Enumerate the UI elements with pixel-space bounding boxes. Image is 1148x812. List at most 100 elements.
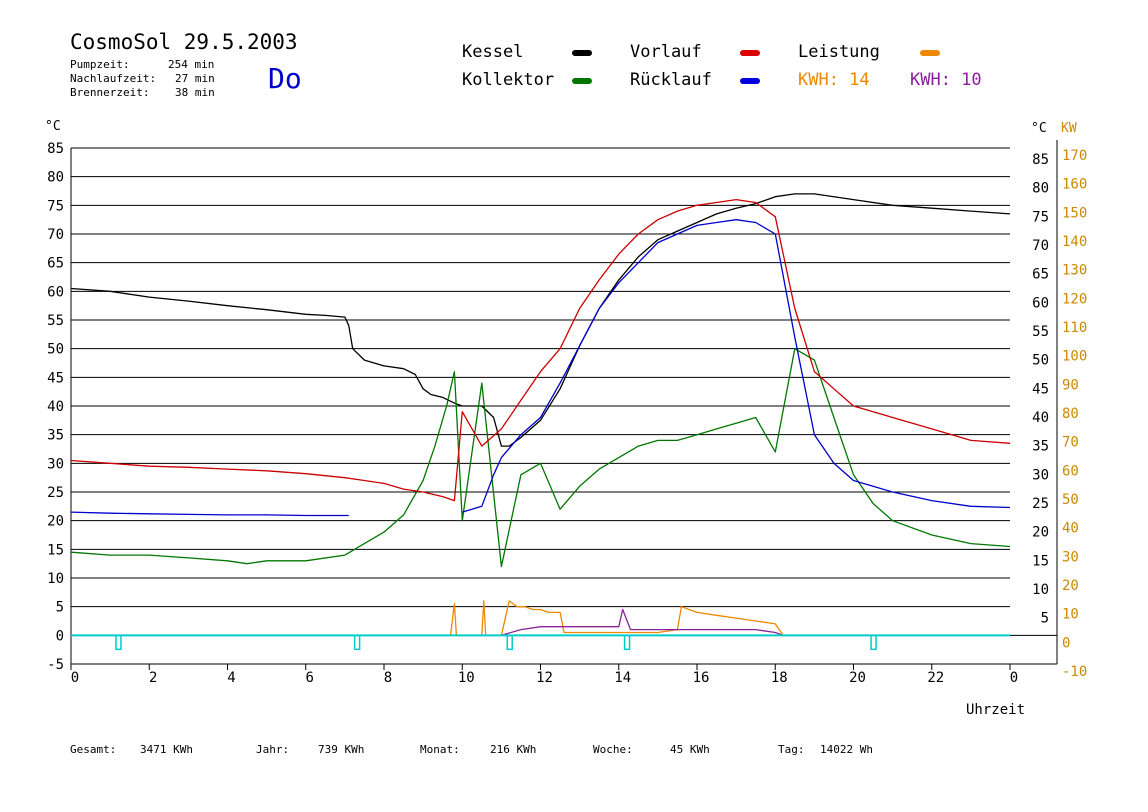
footer-monat-value: 216 KWh [490,743,537,756]
axes [70,140,1058,670]
kw-tick-label: 110 [1062,320,1087,336]
kw-tick-label: 60 [1062,463,1079,479]
legend-vorlauf-swatch [740,50,760,56]
legend-vorlauf-label: Vorlauf [630,42,702,62]
kw-tick-label: 70 [1062,435,1079,451]
brennerzeit-value: 38 min [175,86,215,99]
y-tick-label-right: 80 [1032,181,1049,197]
y-tick-label-right: 60 [1032,295,1049,311]
legend-leistung-label: Leistung [798,42,880,62]
x-tick-label: 22 [927,670,944,686]
kw-tick-label: 40 [1062,521,1079,537]
series-line-leistung [449,600,1010,636]
pump-mark [870,634,877,651]
brennerzeit-label: Brennerzeit: [70,86,150,99]
footer-gesamt-value: 3471 KWh [140,743,193,756]
y-unit-right: °C [1031,121,1047,136]
kw-tick-label: 100 [1062,349,1087,365]
x-tick-label: 0 [71,670,79,686]
kw-tick-label: 130 [1062,263,1087,279]
chart-title: CosmoSol 29.5.2003 [70,30,298,54]
x-axis-label: Uhrzeit [966,702,1026,718]
y-tick-label-left: 40 [47,399,64,415]
x-tick-label: 6 [306,670,314,686]
series-line-leistung2 [501,608,784,636]
series-line-kollektor [70,348,1011,568]
y-tick-label-left: 85 [47,141,64,157]
legend-ruecklauf-swatch [740,78,760,84]
y-tick-label-left: 10 [47,571,64,587]
kw-tick-label: 90 [1062,377,1079,393]
y-tick-label-left: 25 [47,485,64,501]
y-tick-label-right: 70 [1032,238,1049,254]
legend-kessel-swatch [572,50,592,56]
grid [71,147,1057,636]
footer-tag-label: Tag: [778,743,805,756]
y-tick-label-left: 70 [47,227,64,243]
y-tick-label-left: 50 [47,342,64,358]
y-tick-label-right: 55 [1032,324,1049,340]
y-tick-label-right: 25 [1032,496,1049,512]
x-tick-label: 14 [614,670,631,686]
nachlaufzeit-value: 27 min [175,72,215,85]
series-line-ruecklauf [462,219,1011,513]
y-tick-label-right: 40 [1032,410,1049,426]
y-tick-label-left: 65 [47,256,64,272]
kw-tick-label: 0 [1062,635,1070,651]
y-tick-label-right: 5 [1041,611,1049,627]
y-tick-label-right: 45 [1032,381,1049,397]
x-tick-label: 0 [1010,670,1018,686]
legend-ruecklauf-label: Rücklauf [630,70,712,90]
pumpzeit-value: 254 min [168,58,215,71]
series-line-ruecklauf [70,511,349,517]
y-tick-label-right: 75 [1032,209,1049,225]
y-tick-label-left: 60 [47,284,64,300]
x-tick-label: 20 [849,670,866,686]
y-tick-label-left: 75 [47,198,64,214]
x-tick-label: 4 [227,670,235,686]
y-tick-label-right: 10 [1032,582,1049,598]
legend-kwh-purple: KWH: 10 [910,70,982,90]
series-lines [70,193,1011,636]
kw-tick-label: 50 [1062,492,1079,508]
footer-tag-value: 14022 Wh [820,743,873,756]
y-tick-label-left: 55 [47,313,64,329]
kw-unit: KW [1061,121,1077,136]
y-tick-label-right: 65 [1032,267,1049,283]
pump-mark [506,634,513,651]
x-tick-label: 12 [536,670,553,686]
footer-woche-label: Woche: [593,743,633,756]
y-tick-label-left: 35 [47,428,64,444]
y-tick-label-right: 85 [1032,152,1049,168]
y-tick-label-left: 15 [47,542,64,558]
kw-tick-label: 10 [1062,607,1079,623]
footer-jahr-value: 739 KWh [318,743,365,756]
y-tick-label-left: 0 [56,628,64,644]
y-tick-label-right: 15 [1032,553,1049,569]
pump-marks [71,634,1010,651]
kw-tick-label: -10 [1062,664,1087,680]
y-tick-label-left: 20 [47,514,64,530]
y-tick-label-right: 30 [1032,467,1049,483]
kw-tick-label: 120 [1062,291,1087,307]
x-tick-label: 8 [384,670,392,686]
nachlaufzeit-label: Nachlaufzeit: [70,72,157,85]
y-tick-label-left: 30 [47,456,64,472]
series-line-kessel [70,193,1011,447]
kw-tick-label: 150 [1062,205,1087,221]
pump-mark [115,634,122,651]
pump-mark [623,634,631,651]
legend-kessel-label: Kessel [462,42,524,62]
y-tick-label-left: 45 [47,370,64,386]
kw-tick-label: 20 [1062,578,1079,594]
y-tick-label-left: 5 [56,600,64,616]
kw-tick-label: 160 [1062,177,1087,193]
footer-gesamt-label: Gesamt: [70,743,117,756]
pump-mark [353,634,361,651]
y-tick-label-right: 50 [1032,353,1049,369]
legend-kwh-orange: KWH: 14 [798,70,870,90]
y-tick-label-right: 20 [1032,525,1049,541]
tick-labels: 0 2 4 6 8 10 12 14 16 18 20 22 0-5051015202530354045… [45,119,1087,686]
kw-tick-label: 140 [1062,234,1087,250]
